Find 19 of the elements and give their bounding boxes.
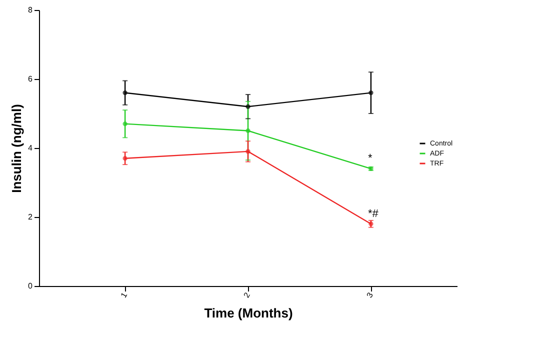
point xyxy=(246,104,250,109)
x-tick-label: 3 xyxy=(364,290,376,300)
y-tick-label: 4 xyxy=(28,144,34,152)
y-tick-label: 6 xyxy=(28,74,34,84)
y-axis-title: Insulin (ng/ml) xyxy=(9,104,24,193)
y-tick-label: 0 xyxy=(28,282,34,290)
x-tick-label: 1 xyxy=(119,290,130,300)
x-axis-title: Time (Months) xyxy=(204,305,293,320)
x-tick-label: 2 xyxy=(242,290,252,300)
point xyxy=(368,90,374,96)
annotation: *# xyxy=(368,208,380,220)
point xyxy=(122,90,128,96)
y-tick-label: 2 xyxy=(28,212,34,222)
point xyxy=(122,122,128,126)
annotation: * xyxy=(368,152,373,165)
point xyxy=(246,149,250,154)
y-tick-label: 8 xyxy=(28,6,34,14)
point xyxy=(246,128,250,134)
point xyxy=(122,156,128,161)
